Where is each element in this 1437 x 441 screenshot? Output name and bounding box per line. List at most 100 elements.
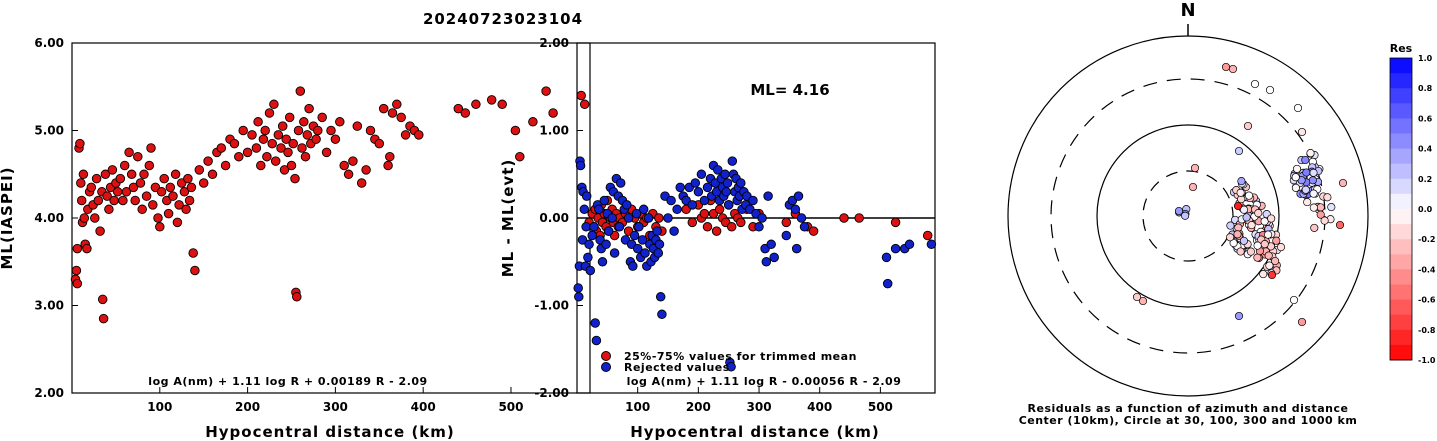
middle-data-point bbox=[657, 309, 667, 320]
middle-data-point bbox=[609, 248, 620, 258]
colorbar-cell bbox=[1390, 224, 1412, 240]
left-y-tick-label: 2.00 bbox=[34, 386, 64, 400]
left-data-point bbox=[387, 108, 398, 118]
left-data-point bbox=[75, 138, 85, 149]
middle-data-point bbox=[754, 222, 764, 232]
polar-residual-dot bbox=[1236, 188, 1245, 197]
colorbar-cell bbox=[1390, 163, 1412, 180]
left-data-point bbox=[383, 160, 393, 171]
colorbar-tick-label: -1.0 bbox=[1418, 356, 1436, 365]
left-data-point bbox=[72, 278, 83, 289]
polar-residual-dot bbox=[1264, 251, 1273, 260]
left-data-point bbox=[141, 191, 152, 201]
polar-residual-dot bbox=[1234, 146, 1244, 156]
left-data-point bbox=[247, 130, 257, 140]
left-data-point bbox=[76, 195, 87, 206]
left-data-point bbox=[79, 213, 90, 223]
middle-y-axis-label: ML - ML(evt) bbox=[499, 159, 517, 277]
middle-data-point bbox=[854, 213, 864, 223]
polar-residual-dot bbox=[1188, 182, 1198, 192]
left-y-tick-label: 4.00 bbox=[34, 211, 64, 225]
middle-data-point bbox=[711, 226, 722, 236]
left-data-point bbox=[269, 99, 279, 110]
colorbar-tick-label: 1.0 bbox=[1418, 54, 1433, 63]
polar-residual-dot bbox=[1236, 247, 1245, 256]
polar-residual-dot bbox=[1316, 210, 1325, 219]
middle-data-point bbox=[634, 222, 644, 232]
middle-data-point bbox=[628, 261, 638, 271]
middle-x-tick-label: 500 bbox=[868, 400, 893, 414]
left-data-point bbox=[541, 86, 551, 96]
middle-y-tick-label: 0.00 bbox=[539, 211, 569, 225]
colorbar-tick-label: -0.4 bbox=[1418, 265, 1436, 274]
left-data-point bbox=[284, 112, 295, 123]
polar-residual-dot bbox=[1246, 247, 1255, 256]
polar-residual-dot bbox=[1228, 64, 1238, 74]
polar-residual-dot bbox=[1320, 216, 1329, 225]
left-x-ticks: 100 200 300 400 500 bbox=[147, 387, 524, 414]
left-data-point bbox=[159, 173, 169, 184]
middle-data-point bbox=[601, 239, 611, 250]
colorbar-tick-label: -0.8 bbox=[1418, 326, 1436, 335]
left-y-tick-label: 6.00 bbox=[34, 36, 64, 50]
left-data-point bbox=[293, 125, 304, 136]
polar-residual-dot bbox=[1242, 213, 1251, 222]
left-data-point bbox=[139, 169, 149, 180]
middle-data-point bbox=[796, 213, 807, 223]
polar-residual-dot bbox=[1308, 176, 1317, 185]
polar-residual-dot bbox=[1310, 223, 1319, 232]
polar-residual-dot bbox=[1291, 183, 1300, 192]
left-data-point bbox=[220, 160, 231, 171]
left-data-point bbox=[453, 103, 464, 114]
middle-data-point bbox=[663, 213, 673, 223]
polar-residual-dot bbox=[1260, 217, 1269, 226]
left-data-point bbox=[262, 151, 272, 162]
left-data-point bbox=[179, 187, 190, 197]
left-data-point bbox=[348, 156, 358, 166]
left-data-point bbox=[183, 173, 193, 184]
polar-residual-dot bbox=[1264, 230, 1273, 239]
colorbar-cell bbox=[1390, 193, 1412, 210]
colorbar-cell bbox=[1390, 178, 1412, 195]
left-data-point bbox=[112, 187, 123, 197]
polar-residual-dot bbox=[1276, 243, 1286, 252]
polar-residual-dot bbox=[1247, 221, 1256, 230]
middle-data-point bbox=[579, 204, 590, 215]
left-x-tick-label: 100 bbox=[147, 400, 172, 414]
left-data-point bbox=[107, 165, 118, 175]
left-data-point bbox=[229, 138, 240, 149]
polar-residual-dot bbox=[1265, 85, 1275, 95]
left-data-point bbox=[304, 103, 314, 114]
middle-y-ticks: -2.00 -1.00 0.00 1.00 2.00 bbox=[534, 36, 583, 400]
middle-y-tick-label: -1.00 bbox=[534, 299, 569, 313]
left-data-point bbox=[396, 112, 406, 123]
left-y-tick-label: 3.00 bbox=[34, 299, 64, 313]
middle-data-point bbox=[581, 191, 592, 201]
polar-residual-dot bbox=[1138, 296, 1148, 306]
polar-residual-dot bbox=[1316, 203, 1325, 212]
polar-residual-dot bbox=[1267, 214, 1276, 223]
colorbar-tick-label: 0.2 bbox=[1418, 175, 1432, 184]
left-data-point bbox=[72, 243, 83, 254]
middle-data-point bbox=[672, 204, 682, 215]
middle-data-point bbox=[693, 187, 704, 197]
left-data-point bbox=[256, 160, 266, 171]
middle-y-tick-label: 1.00 bbox=[539, 124, 569, 138]
polar-residual-dot bbox=[1271, 256, 1280, 266]
left-data-point bbox=[277, 121, 288, 131]
middle-data-point bbox=[793, 191, 804, 201]
middle-x-axis-label: Hypocentral distance (km) bbox=[630, 423, 880, 441]
colorbar-tick-label: 0.6 bbox=[1418, 114, 1433, 123]
left-data-point bbox=[124, 147, 134, 158]
polar-residual-dot bbox=[1309, 203, 1318, 212]
left-data-point bbox=[290, 173, 300, 184]
polar-residual-dot bbox=[1303, 198, 1312, 207]
middle-data-point bbox=[714, 204, 725, 215]
middle-data-point bbox=[587, 230, 597, 241]
middle-data-point bbox=[655, 292, 666, 302]
left-data-point bbox=[548, 108, 558, 118]
left-data-point bbox=[238, 125, 248, 136]
left-panel: 2.00 3.00 4.00 5.00 6.00 100 200 300 400 500 Hyp… bbox=[0, 36, 591, 441]
left-data-point bbox=[253, 117, 263, 127]
